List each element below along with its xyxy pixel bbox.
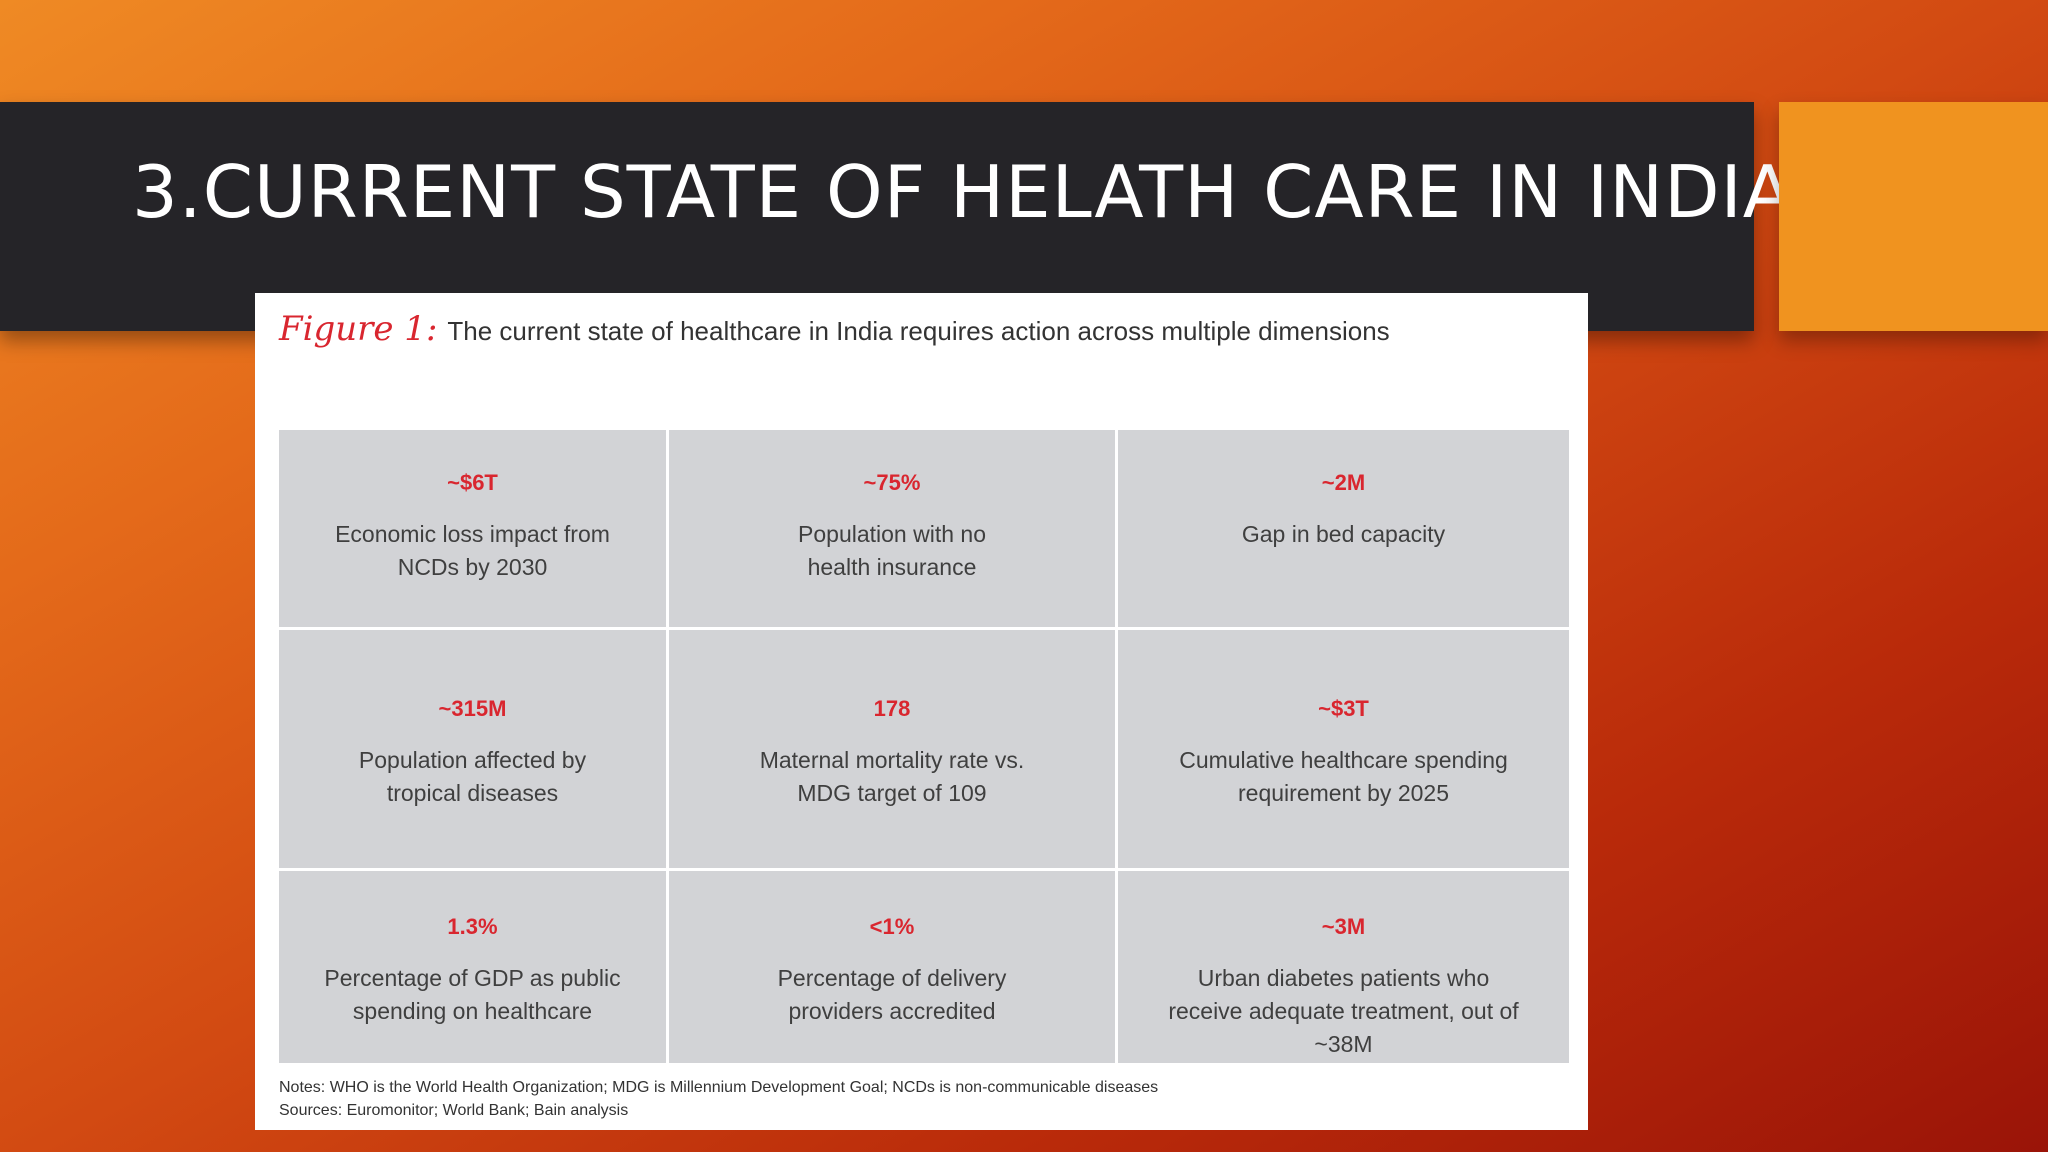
stat-value: ~2M	[1321, 470, 1366, 495]
stat-value: ~3M	[1321, 914, 1366, 939]
stat-cell: ~3M Urban diabetes patients who receive …	[1118, 871, 1569, 1063]
stat-label: Maternal mortality rate vs. MDG target o…	[759, 747, 1025, 806]
stat-label: Urban diabetes patients who receive adeq…	[1168, 965, 1519, 1057]
figure-caption-text: The current state of healthcare in India…	[447, 316, 1390, 346]
stat-cell: ~75% Population with no health insurance	[669, 430, 1115, 627]
stat-cell: ~$3T Cumulative healthcare spending requ…	[1118, 630, 1569, 868]
stat-value: 1.3%	[447, 914, 498, 939]
title-bar	[0, 102, 1754, 331]
figure-caption: Figure 1: The current state of healthcare…	[279, 309, 1390, 349]
stats-grid: ~$6T Economic loss impact from NCDs by 2…	[279, 430, 1569, 1063]
stat-value: ~315M	[438, 696, 507, 721]
figure-label: Figure 1:	[279, 309, 438, 349]
stat-cell: ~2M Gap in bed capacity	[1118, 430, 1569, 627]
notes-text: Notes: WHO is the World Health Organizat…	[279, 1079, 1159, 1096]
stat-cell: 178 Maternal mortality rate vs. MDG targ…	[669, 630, 1115, 868]
stat-cell: 1.3% Percentage of GDP as public spendin…	[279, 871, 666, 1063]
stat-label: Economic loss impact from NCDs by 2030	[335, 521, 610, 580]
stat-label: Cumulative healthcare spending requireme…	[1179, 747, 1508, 806]
stat-value: ~$6T	[447, 470, 498, 495]
stat-value: 178	[873, 696, 911, 721]
stat-label: Gap in bed capacity	[1241, 521, 1446, 547]
stat-label: Population affected by tropical diseases	[358, 747, 587, 806]
sources-text: Sources: Euromonitor; World Bank; Bain a…	[279, 1102, 629, 1119]
stat-label: Percentage of GDP as public spending on …	[324, 965, 621, 1024]
figure-image: Figure 1: The current state of healthcare…	[255, 293, 1588, 1130]
stat-cell: ~$6T Economic loss impact from NCDs by 2…	[279, 430, 666, 627]
stat-label: Population with no health insurance	[798, 521, 986, 580]
stat-value: ~$3T	[1318, 696, 1369, 721]
slide-title: 3.CURRENT STATE OF HELATH CARE IN INDIA	[132, 150, 1794, 234]
stat-label: Percentage of delivery providers accredi…	[777, 965, 1007, 1024]
stat-value: <1%	[869, 914, 915, 939]
figure-notes: Notes: WHO is the World Health Organizat…	[279, 1076, 1158, 1122]
stat-value: ~75%	[863, 470, 921, 495]
accent-square	[1779, 102, 2048, 331]
stat-cell: <1% Percentage of delivery providers acc…	[669, 871, 1115, 1063]
stat-cell: ~315M Population affected by tropical di…	[279, 630, 666, 868]
